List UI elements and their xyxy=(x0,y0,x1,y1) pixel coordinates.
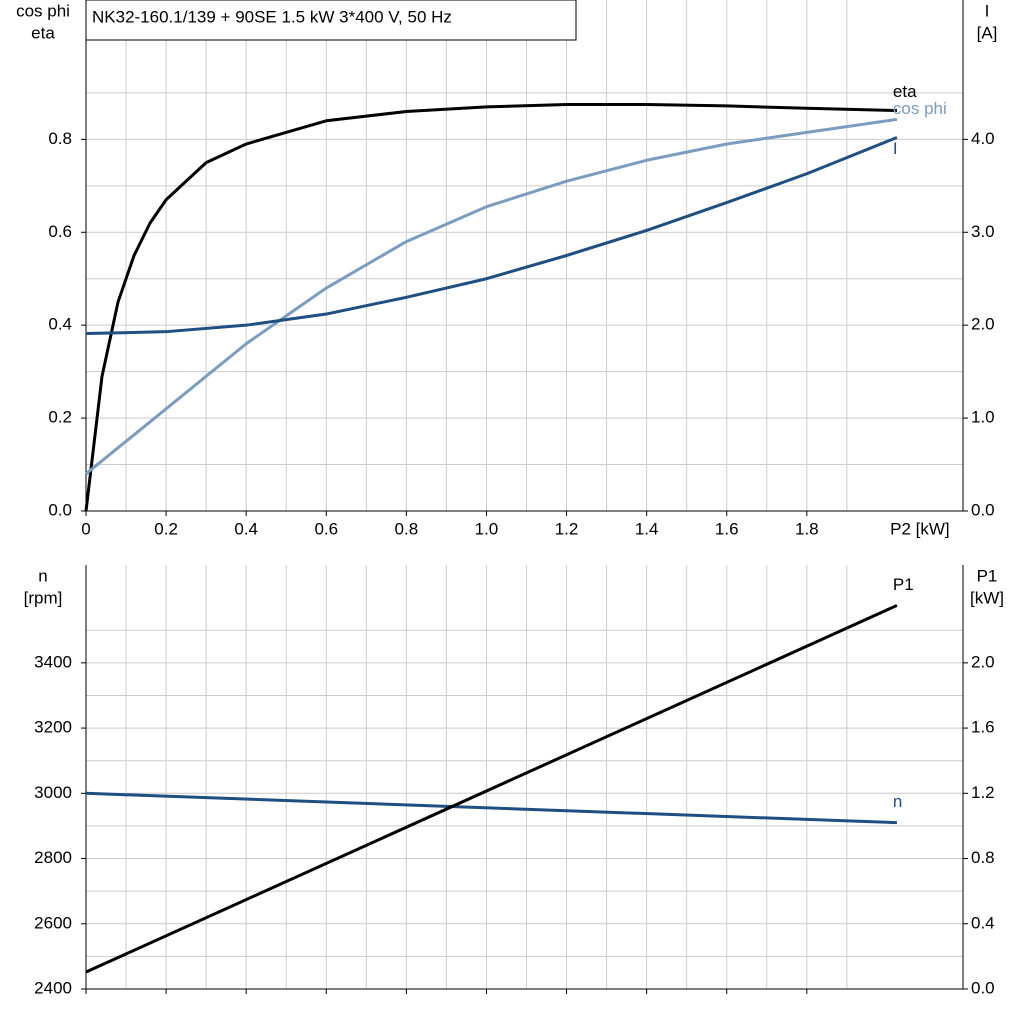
y2-tick-label: 0.8 xyxy=(971,848,995,867)
y-axis-title: eta xyxy=(31,23,55,42)
y2-tick-label: 1.0 xyxy=(971,408,995,427)
series-line xyxy=(84,103,897,512)
series-label: P1 xyxy=(893,575,914,594)
y2-axis-title: [A] xyxy=(977,23,998,42)
x-axis-title: P2 [kW] xyxy=(890,519,950,538)
y-tick-label: 0.2 xyxy=(48,408,72,427)
y-tick-label: 0.4 xyxy=(48,315,72,334)
x-tick-label: 1.6 xyxy=(715,519,739,538)
series-line xyxy=(85,791,897,825)
x-tick-label: 1.8 xyxy=(795,519,819,538)
y2-tick-label: 1.6 xyxy=(971,718,995,737)
y-tick-label: 3200 xyxy=(34,718,72,737)
series-line xyxy=(85,117,898,476)
x-tick-label: 0.6 xyxy=(314,519,338,538)
y2-axis-title: I xyxy=(985,1,990,20)
y2-axis-title: P1 xyxy=(977,566,998,585)
x-tick-label: 0.2 xyxy=(154,519,178,538)
y2-axis-title: [kW] xyxy=(970,588,1004,607)
series-label: eta xyxy=(893,82,917,101)
x-tick-label: 1.4 xyxy=(635,519,659,538)
series-line xyxy=(85,136,898,336)
x-tick-label: 0.4 xyxy=(234,519,258,538)
series-label: cos phi xyxy=(893,99,947,118)
title-box xyxy=(85,0,577,41)
y-tick-label: 0.0 xyxy=(48,500,72,519)
y-tick-label: 0.6 xyxy=(48,222,72,241)
y2-tick-label: 4.0 xyxy=(971,129,995,148)
y-axis-title: n xyxy=(38,566,47,585)
y-tick-label: 3000 xyxy=(34,783,72,802)
y2-tick-label: 2.0 xyxy=(971,652,995,671)
x-tick-label: 1.2 xyxy=(555,519,579,538)
series-label: I xyxy=(893,139,898,158)
chart-title: NK32-160.1/139 + 90SE 1.5 kW 3*400 V, 50… xyxy=(92,7,452,26)
x-tick-label: 0.8 xyxy=(395,519,419,538)
x-tick-label: 0 xyxy=(81,519,90,538)
series-line xyxy=(85,604,898,974)
y2-tick-label: 1.2 xyxy=(971,783,995,802)
x-tick-label: 1.0 xyxy=(475,519,499,538)
y-tick-label: 2800 xyxy=(34,848,72,867)
y-tick-label: 0.8 xyxy=(48,129,72,148)
series-label: n xyxy=(893,792,902,811)
y2-tick-label: 0.0 xyxy=(971,500,995,519)
y2-tick-label: 0.0 xyxy=(971,978,995,997)
y-tick-label: 2600 xyxy=(34,913,72,932)
y-tick-label: 3400 xyxy=(34,652,72,671)
y2-tick-label: 3.0 xyxy=(971,222,995,241)
y2-tick-label: 0.4 xyxy=(971,913,995,932)
y-tick-label: 2400 xyxy=(34,978,72,997)
y-axis-title: cos phi xyxy=(16,1,70,20)
y-axis-title: [rpm] xyxy=(24,588,63,607)
y2-tick-label: 2.0 xyxy=(971,315,995,334)
